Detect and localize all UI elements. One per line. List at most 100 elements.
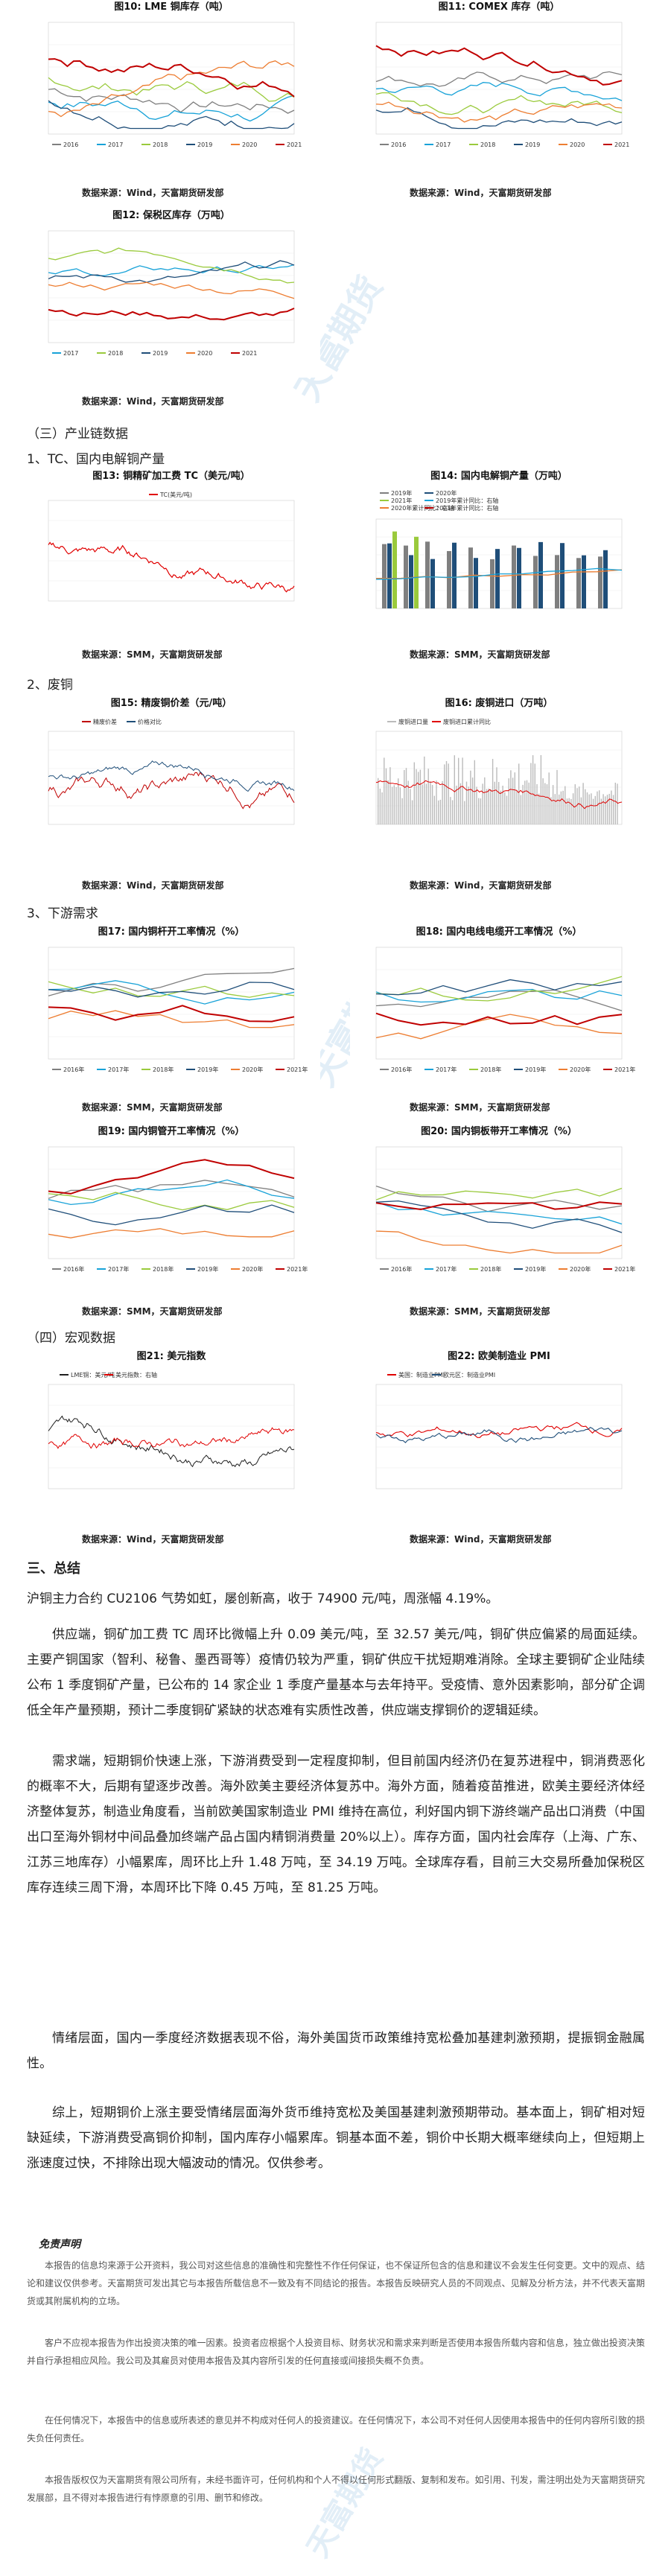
bar (430, 559, 435, 608)
series-line (48, 60, 295, 118)
series-line (48, 1180, 295, 1199)
bar (389, 767, 391, 824)
series-line (48, 541, 295, 593)
legend-label: 2021年累计同比：右轴 (436, 504, 498, 512)
bar (555, 555, 559, 608)
bar (576, 558, 581, 608)
bar (580, 797, 582, 824)
figure-title: 图14: 国内电解铜产量（万吨） (430, 471, 567, 482)
legend-label: 2021年 (614, 1265, 635, 1273)
bar (401, 798, 403, 824)
series-line (375, 988, 623, 1003)
bar (464, 801, 465, 824)
bar (560, 543, 565, 608)
bar (554, 794, 556, 824)
bar (471, 777, 474, 824)
legend-label: 2019 (197, 141, 212, 148)
bar (594, 795, 596, 824)
bar (550, 797, 552, 824)
bar (405, 768, 407, 824)
figure-title: 图22: 欧美制造业 PMI (448, 1351, 550, 1362)
bar (395, 786, 397, 824)
figure-source: 数据来源：Wind，天富期货研发部 (82, 1534, 224, 1545)
chart-tc: TC(美元/吨) (22, 486, 320, 631)
legend-label: 美国：制造业PMI (398, 1371, 445, 1378)
figure-14: 图14: 国内电解铜产量（万吨） 2019年 2020年 2021年 2019年累计同… (350, 469, 648, 638)
series-line (48, 58, 295, 98)
figure-source: 数据来源：Wind，天富期货研发部 (410, 880, 552, 891)
series-line (375, 1427, 623, 1443)
series-line (48, 1192, 295, 1211)
bar (381, 792, 383, 824)
bar (418, 772, 419, 824)
chart-tube-utilization: 2016年 2017年 2018年 2019年 2020年 2021年 (22, 1141, 320, 1290)
series-line (48, 1010, 295, 1028)
figure-22: 图22: 欧美制造业 PMI 美国：制造业PMI 欧元区：制造业PMI (350, 1349, 648, 1522)
bar (393, 785, 395, 824)
legend-label: 2020年 (436, 489, 457, 497)
bar (586, 792, 588, 824)
legend-label: 2019年 (525, 1265, 546, 1273)
series-line (48, 980, 295, 1005)
bar (476, 786, 477, 824)
bar (570, 798, 572, 824)
series-line (48, 282, 295, 299)
legend-label: LME铜：美元/吨 (71, 1371, 115, 1378)
chart-comex-inventory: 2016 2017 2018 2019 2020 2021 (350, 16, 648, 165)
series-line (48, 760, 295, 792)
figure-title: 图18: 国内电线电缆开工率情况（%） (416, 926, 582, 938)
series-line (48, 247, 295, 284)
series-line (48, 1415, 295, 1468)
legend-label: 2017 (63, 350, 78, 357)
bar (451, 800, 454, 824)
bar (522, 784, 524, 824)
legend-label: 美元指数：右轴 (115, 1371, 157, 1378)
legend-label: 2019 (525, 141, 540, 148)
bar (498, 782, 500, 824)
figure-20: 图20: 国内铜板带开工率情况（%） 2016年 2017年 2018年 2019年 2… (350, 1125, 648, 1290)
bar (504, 792, 506, 824)
section-heading: 2、废铜 (27, 678, 73, 693)
bar (450, 797, 451, 824)
bar (445, 761, 448, 824)
bar (544, 783, 546, 824)
bar (506, 795, 508, 824)
bar (404, 545, 408, 608)
series-line (375, 1014, 623, 1040)
figure-title: 图10: LME 铜库存（吨） (114, 1, 229, 13)
legend-label: 2019年 (197, 1265, 218, 1273)
legend-label: 2020年累计同比：右轴 (391, 504, 454, 512)
chart-rod-utilization: 2016年 2017年 2018年 2019年 2020年 2021年 (22, 941, 320, 1090)
bar (448, 763, 449, 824)
chart-dollar-index: LME铜：美元/吨 美元指数：右轴 (22, 1366, 320, 1522)
summary-paragraph: 情绪层面，国内一季度经济数据表现不俗，海外美国货币政策维持宽松叠加基建刺激预期，… (27, 2031, 645, 2071)
bar (470, 770, 471, 824)
chart-scrap-spread: 精废价差 价格对比 (22, 713, 320, 862)
series-line (375, 567, 623, 580)
legend-label: 2021年 (391, 497, 412, 504)
series-line (48, 1005, 295, 1023)
figure-source: 数据来源：Wind，天富期货研发部 (410, 1534, 552, 1545)
legend-label: 2017年 (436, 1066, 457, 1073)
legend-label: 精废价差 (93, 718, 117, 725)
legend-label: 2018年 (153, 1066, 174, 1073)
bar (582, 555, 586, 608)
series-line (375, 979, 623, 996)
bar (612, 795, 614, 824)
chart-cable-utilization: 2016年 2017年 2018年 2019年 2020年 2021年 (350, 941, 648, 1090)
figure-source: 数据来源：Wind，天富期货研发部 (410, 188, 552, 198)
plot-area (375, 947, 623, 1060)
legend-label: 2018 (153, 141, 168, 148)
legend-label: 2021年 (614, 1066, 635, 1073)
figure-source: 数据来源：SMM，天富期货研发部 (82, 649, 223, 660)
bar (606, 795, 608, 824)
figure-title: 图13: 铜精矿加工费 TC（美元/吨） (92, 471, 250, 482)
series-line (48, 1228, 295, 1238)
bar (439, 799, 442, 824)
figure-12: 图12: 保税区库存（万吨） 2017 2018 2019 2020 2021 (22, 209, 320, 378)
series-line (375, 1201, 623, 1211)
figure-source: 数据来源：Wind，天富期货研发部 (82, 396, 224, 407)
legend-label: 2021 (287, 141, 302, 148)
legend-label: 废铜进口累计同比 (443, 718, 491, 725)
series-line (375, 71, 623, 87)
